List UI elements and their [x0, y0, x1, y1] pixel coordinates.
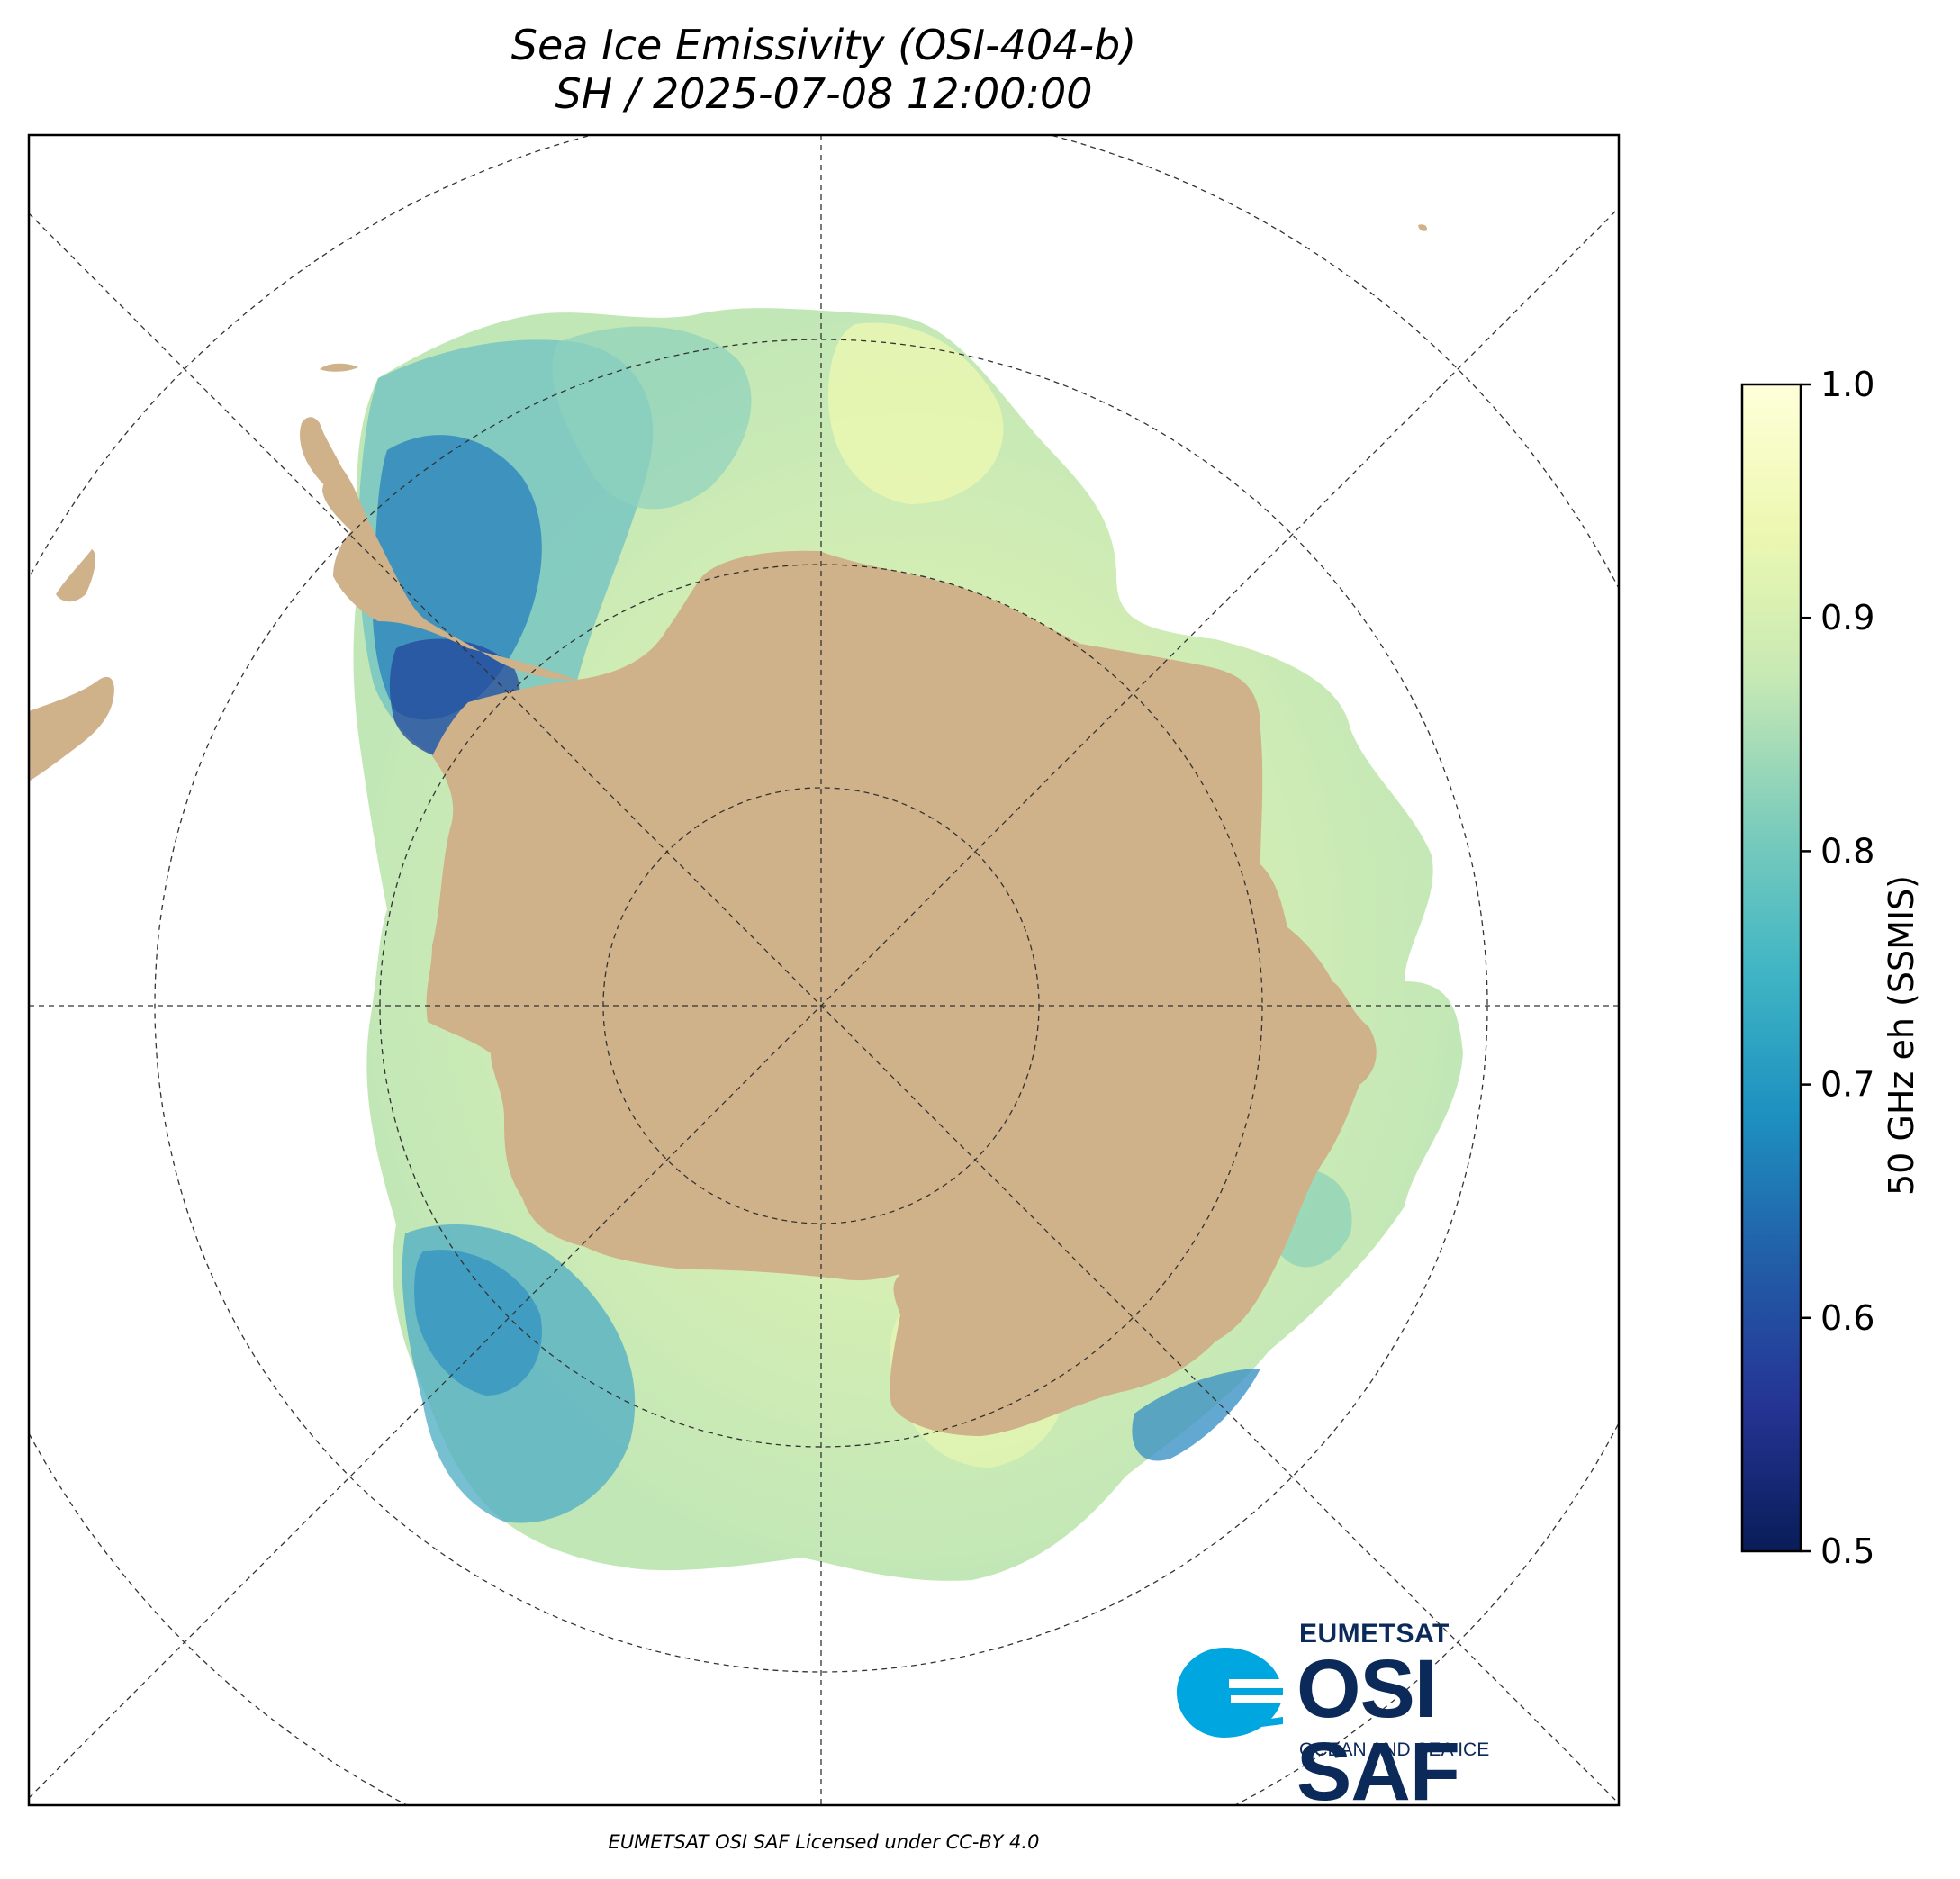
antarctic-peninsula-land — [322, 465, 576, 680]
islands-small — [320, 363, 358, 372]
logo-name: OSI SAF — [1296, 1643, 1460, 1818]
low-emissivity-north — [552, 326, 752, 510]
osi-saf-logo: EUMETSAT OSI SAF OCEAN AND SEA ICE — [1175, 1612, 1589, 1813]
colorbar-label: 50 GHz eh (SSMIS) — [1882, 874, 1921, 1197]
colorbar-tick-label: 0.8 — [1820, 831, 1874, 871]
high-emissivity-patch — [828, 322, 1004, 504]
low-emissivity-east — [1132, 1369, 1260, 1461]
peninsula-tip-land — [300, 417, 343, 491]
colorbar-ticks: 0.5 0.6 0.7 0.8 0.9 1.0 — [1801, 365, 1874, 1571]
colorbar-tick-label: 0.5 — [1820, 1531, 1874, 1571]
meridian-45 — [29, 212, 1619, 1804]
colorbar-tick-label: 0.9 — [1820, 598, 1874, 637]
antarctica-land — [426, 550, 1377, 1436]
south-america-island — [56, 549, 95, 602]
logo-org: EUMETSAT — [1299, 1619, 1450, 1649]
logo-tagline: OCEAN AND SEA ICE — [1299, 1739, 1490, 1760]
license-footer: EUMETSAT OSI SAF Licensed under CC-BY 4.… — [608, 1831, 1040, 1853]
map-frame — [27, 133, 1621, 1807]
map-title: Sea Ice Emissivity (OSI-404-b) — [510, 21, 1137, 69]
colorbar-tick-label: 0.6 — [1820, 1298, 1874, 1338]
colorbar-tick-label: 1.0 — [1820, 365, 1874, 404]
osi-saf-logo-icon — [1177, 1648, 1283, 1738]
colorbar-gradient — [1740, 383, 1802, 1553]
meridian-135 — [29, 207, 1619, 1799]
south-america-land — [29, 676, 114, 781]
islands-small-2 — [1418, 224, 1428, 231]
graticule — [29, 135, 1619, 1805]
low-emissivity-ross-core — [414, 1250, 542, 1396]
map-subtitle: SH / 2025-07-08 12:00:00 — [555, 69, 1093, 118]
colorbar-tick-label: 0.7 — [1820, 1065, 1874, 1105]
